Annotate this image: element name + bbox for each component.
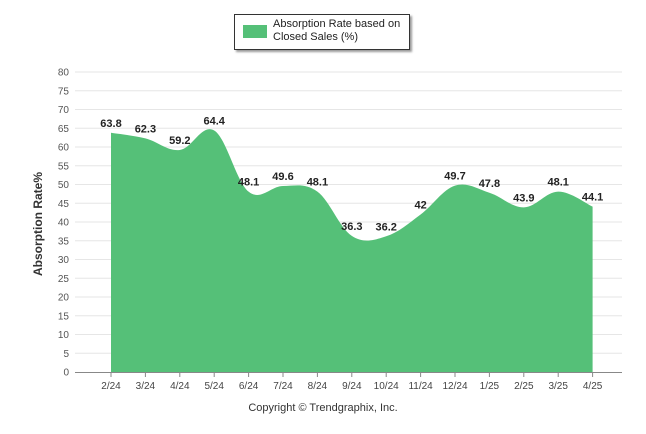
- y-tick-label: 70: [58, 105, 70, 116]
- x-tick-label: 1/25: [480, 381, 500, 392]
- y-tick-label: 55: [58, 161, 70, 172]
- x-tick-label: 10/24: [374, 381, 399, 392]
- x-axis: 2/24 3/24 4/24 5/24 6/24 7/24 8/24 9/24 10/24 11/…: [75, 372, 622, 392]
- legend-label: Absorption Rate based on Closed Sales (%…: [273, 18, 401, 43]
- x-tick-label: 4/25: [583, 381, 603, 392]
- y-tick-label: 80: [58, 68, 70, 79]
- y-tick-label: 50: [58, 180, 70, 191]
- copyright-footer: Copyright © Trendgraphix, Inc.: [248, 402, 398, 414]
- x-tick-label: 12/24: [442, 381, 467, 392]
- data-label: 42: [414, 200, 426, 212]
- data-label: 48.1: [547, 177, 568, 189]
- x-tick-label: 3/25: [548, 381, 568, 392]
- y-tick-label: 35: [58, 236, 70, 247]
- x-tick-label: 11/24: [408, 381, 433, 392]
- y-tick-label: 0: [63, 368, 69, 379]
- y-tick-label: 20: [58, 293, 70, 304]
- data-label: 59.2: [169, 135, 190, 147]
- data-label: 48.1: [307, 177, 328, 189]
- legend-swatch: [243, 25, 267, 38]
- y-tick-label: 25: [58, 274, 70, 285]
- legend: Absorption Rate based on Closed Sales (%…: [234, 14, 410, 50]
- x-tick-label: 6/24: [239, 381, 259, 392]
- data-label: 49.6: [272, 171, 293, 183]
- y-axis-ticks: 0 5 10 15 20 25 30 35 40 45 50 55 60 65 70 75 80: [58, 68, 70, 379]
- y-axis-label: Absorption Rate%: [31, 171, 45, 277]
- data-label: 44.1: [582, 192, 603, 204]
- y-tick-label: 65: [58, 124, 70, 135]
- y-tick-label: 30: [58, 255, 70, 266]
- y-tick-label: 75: [58, 86, 70, 97]
- x-tick-label: 4/24: [170, 381, 190, 392]
- data-label: 63.8: [100, 118, 121, 130]
- x-tick-label: 7/24: [273, 381, 293, 392]
- y-tick-label: 60: [58, 143, 70, 154]
- data-label: 36.2: [375, 221, 396, 233]
- x-tick-label: 2/24: [101, 381, 121, 392]
- y-tick-label: 15: [58, 311, 70, 322]
- y-tick-label: 45: [58, 199, 70, 210]
- data-label: 43.9: [513, 192, 534, 204]
- x-tick-label: 3/24: [136, 381, 156, 392]
- y-tick-label: 40: [58, 218, 70, 229]
- data-label: 64.4: [203, 116, 225, 128]
- x-tick-label: 8/24: [308, 381, 328, 392]
- area-series: [111, 129, 593, 372]
- data-labels: 63.8 62.3 59.2 64.4 48.1 49.6 48.1 36.3 36.2 42 49…: [100, 116, 603, 234]
- y-tick-label: 5: [63, 349, 69, 360]
- data-label: 62.3: [135, 123, 156, 135]
- data-label: 36.3: [341, 221, 362, 233]
- data-label: 49.7: [444, 171, 465, 183]
- data-label: 48.1: [238, 177, 259, 189]
- y-tick-label: 10: [58, 330, 70, 341]
- x-tick-label: 2/25: [514, 381, 534, 392]
- x-tick-label: 9/24: [342, 381, 362, 392]
- x-tick-label: 5/24: [204, 381, 224, 392]
- data-label: 47.8: [479, 178, 500, 190]
